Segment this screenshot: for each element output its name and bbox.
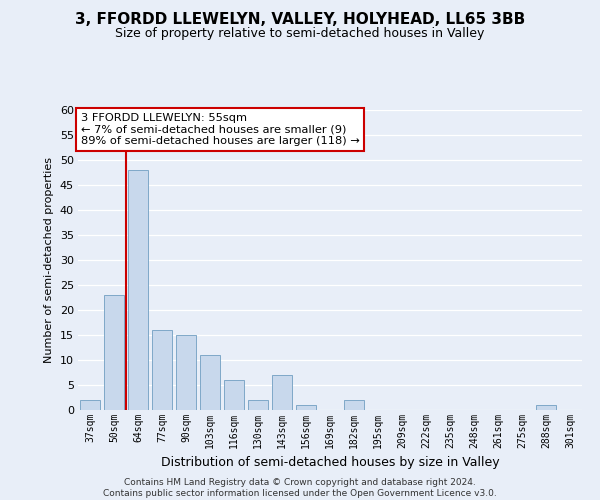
Bar [272, 375, 292, 410]
Bar [152, 330, 172, 410]
X-axis label: Distribution of semi-detached houses by size in Valley: Distribution of semi-detached houses by … [161, 456, 499, 469]
Bar [224, 380, 244, 410]
Text: Size of property relative to semi-detached houses in Valley: Size of property relative to semi-detach… [115, 28, 485, 40]
Text: 3 FFORDD LLEWELYN: 55sqm
← 7% of semi-detached houses are smaller (9)
89% of sem: 3 FFORDD LLEWELYN: 55sqm ← 7% of semi-de… [80, 113, 359, 146]
Bar [176, 335, 196, 410]
Bar [80, 400, 100, 410]
Bar [200, 355, 220, 410]
Text: Contains HM Land Registry data © Crown copyright and database right 2024.
Contai: Contains HM Land Registry data © Crown c… [103, 478, 497, 498]
Y-axis label: Number of semi-detached properties: Number of semi-detached properties [44, 157, 54, 363]
Bar [536, 405, 556, 410]
Bar [296, 405, 316, 410]
Bar [104, 295, 124, 410]
Text: 3, FFORDD LLEWELYN, VALLEY, HOLYHEAD, LL65 3BB: 3, FFORDD LLEWELYN, VALLEY, HOLYHEAD, LL… [75, 12, 525, 28]
Bar [344, 400, 364, 410]
Bar [248, 400, 268, 410]
Bar [128, 170, 148, 410]
